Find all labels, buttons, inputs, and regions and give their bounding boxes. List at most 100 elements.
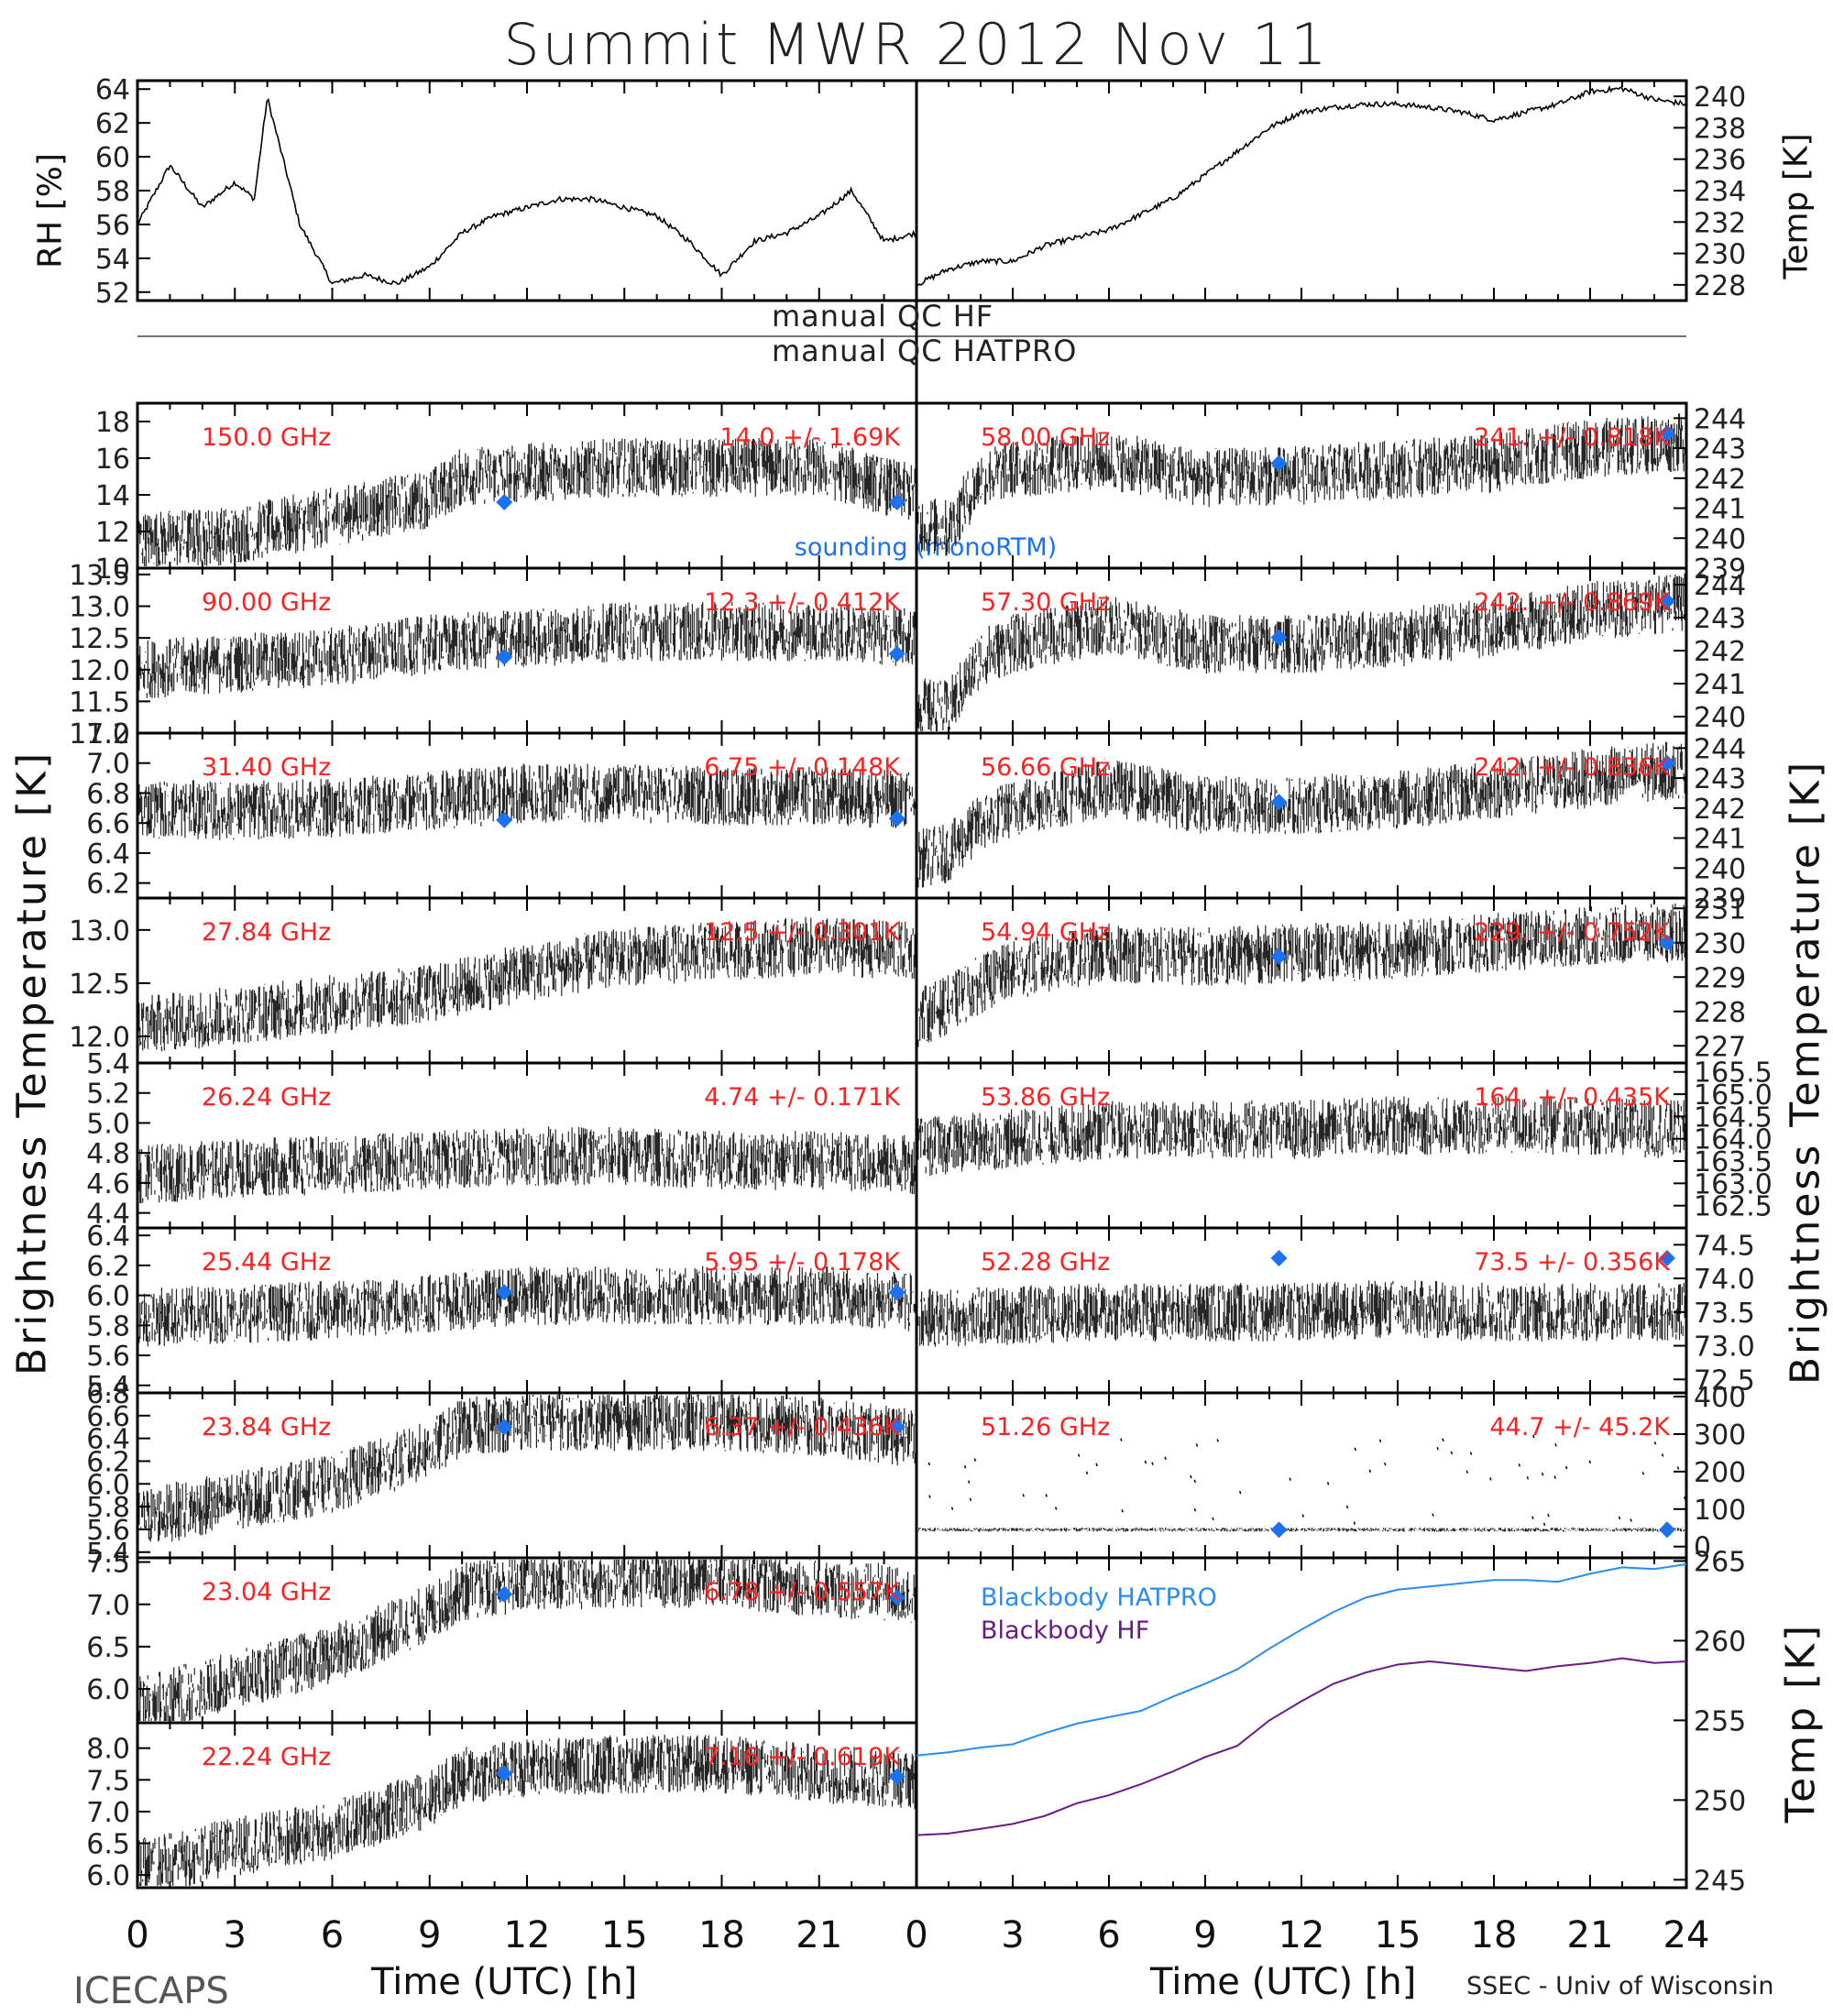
sounding-note: sounding (monoRTM) [795,533,1057,562]
sounding-marker [1270,455,1288,472]
y-tick-label: 5.0 [86,1108,130,1140]
y-tick-label: 5.8 [86,1310,130,1342]
channel-stat: 6.78 +/- 0.557K [704,1578,901,1606]
y-tick-label: 230 [1694,239,1746,271]
sounding-marker [1659,424,1675,442]
y-tick-label: 100 [1694,1495,1746,1527]
y-tick-label: 234 [1694,176,1746,208]
y-tick-label: 6.0 [86,1860,130,1892]
y-tick-label: 6.6 [86,1401,130,1433]
sounding-marker [1270,1250,1288,1267]
data-points [916,413,1686,556]
x-tick-label: 15 [1375,1914,1421,1956]
y-tick-label: 163.5 [1694,1146,1773,1178]
temp-bottom-axis-label: Temp [K] [1777,1622,1825,1824]
sounding-marker [1659,1521,1675,1539]
y-tick-label: 239 [1694,883,1746,915]
sounding-marker [496,811,513,828]
y-tick-label: 4.4 [86,1199,130,1231]
y-tick-label: 255 [1694,1705,1746,1737]
y-tick-label: 260 [1694,1626,1746,1658]
x-tick-label: 0 [905,1914,927,1956]
y-tick-label: 241 [1694,824,1746,856]
channel-label: 26.24 GHz [202,1083,331,1112]
x-tick-label: 6 [321,1914,344,1956]
sounding-marker [496,648,513,665]
y-tick-label: 6.5 [86,1632,130,1664]
y-tick-label: 14 [95,480,130,512]
sounding-marker [888,1768,906,1785]
sounding-marker [888,1419,906,1436]
x-tick-label: 12 [504,1914,551,1956]
y-tick-label: 6.4 [86,1221,130,1253]
data-points [916,1528,1686,1532]
channel-stat: 5.95 +/- 0.178K [704,1248,901,1276]
channel-label: 23.04 GHz [202,1578,331,1606]
y-tick-label: 12.0 [69,655,130,687]
sounding-marker [888,645,906,663]
channel-stat: 7.16 +/- 0.619K [704,1743,901,1771]
sounding-marker [496,1585,513,1603]
channel-label: 58.00 GHz [981,423,1110,452]
y-tick-label: 6.0 [86,1281,130,1313]
rh-axis-label: RH [%] [31,153,70,268]
channel-stat: 6.75 +/- 0.148K [704,753,901,782]
data-points [137,1734,916,1886]
sounding-marker [1270,794,1288,811]
data-points [137,601,916,698]
sounding-marker [1270,629,1288,646]
y-tick-label: 242 [1694,464,1746,496]
channel-stat: 14.0 +/- 1.69K [719,423,901,452]
y-tick-label: 232 [1694,207,1746,239]
y-tick-label: 238 [1694,113,1746,145]
y-tick-label: 227 [1694,1031,1746,1063]
y-tick-label: 245 [1694,1865,1746,1897]
footer-left: ICECAPS [73,1970,229,2012]
sounding-marker [1270,1521,1288,1539]
y-tick-label: 243 [1694,433,1746,466]
data-points [137,437,916,566]
x-tick-label: 3 [1001,1914,1024,1956]
channel-stat: 242. +/- 0.836K [1474,753,1671,782]
y-tick-label: 6.8 [86,1378,130,1410]
outlier-points [927,1434,1686,1527]
y-tick-label: 6.0 [86,1674,130,1706]
y-tick-label: 6.2 [86,869,130,901]
y-tick-label: 10 [95,553,130,586]
y-tick-label: 231 [1694,893,1746,926]
y-tick-label: 62 [95,108,130,140]
y-tick-label: 13.0 [69,592,130,624]
series-line-hf [916,1657,1687,1836]
channel-stat: 44.7 +/- 45.2K [1489,1413,1671,1441]
y-tick-label: 200 [1694,1457,1746,1489]
bt-right-axis-label: Brightness Temperature [K] [1782,759,1829,1386]
y-tick-label: 6.2 [86,1446,130,1478]
y-tick-label: 163.0 [1694,1168,1773,1200]
y-tick-label: 64 [95,74,130,106]
y-tick-label: 242 [1694,794,1746,826]
y-tick-label: 230 [1694,928,1746,960]
y-tick-label: 5.4 [86,1048,130,1080]
channel-stat: 229. +/- 0.752K [1474,918,1671,947]
y-tick-label: 11.5 [69,686,130,718]
y-tick-label: 73.0 [1694,1331,1755,1364]
x-axis-label-left: Time (UTC) [h] [371,1961,638,2003]
y-tick-label: 52 [95,278,130,310]
x-tick-label: 0 [126,1914,148,1956]
channel-stat: 12.3 +/- 0.412K [704,588,901,617]
y-tick-label: 7.0 [86,1590,130,1622]
panel-52-28-ghz: 72.573.073.574.074.5 52.28 GHz 73.5 +/- 0.… [915,1226,1755,1397]
y-tick-label: 16 [95,444,130,476]
y-tick-label: 240 [1694,853,1746,885]
y-tick-label: 165.5 [1694,1057,1773,1090]
series-line-hatpro [916,1563,1687,1757]
y-tick-label: 58 [95,176,130,208]
y-tick-label: 229 [1694,962,1746,994]
data-points [137,1395,916,1542]
sounding-marker [1659,934,1675,951]
channel-label: 56.66 GHz [981,753,1110,782]
